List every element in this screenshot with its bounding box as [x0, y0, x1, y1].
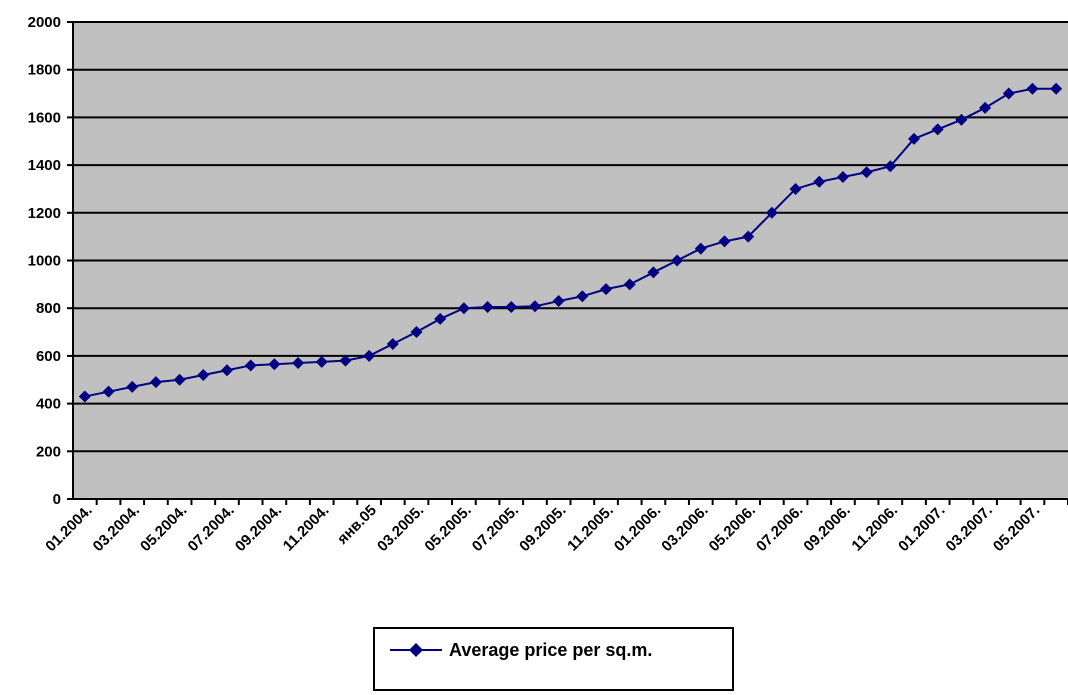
data-point	[908, 132, 921, 145]
x-tick-label: 11.2005.	[564, 502, 617, 555]
legend-box	[373, 627, 734, 691]
data-point	[955, 113, 968, 126]
x-tick-label: 11.2004.	[280, 502, 333, 555]
y-tick-label: 1400	[28, 157, 61, 174]
data-point	[576, 290, 589, 303]
data-point	[220, 364, 233, 377]
x-tick-label: 05.2007.	[990, 502, 1043, 555]
x-tick-label: 11.2006.	[848, 502, 901, 555]
y-tick-label: 2000	[28, 14, 61, 31]
legend-label: Average price per sq.m.	[449, 640, 652, 660]
data-point	[481, 301, 494, 314]
data-point	[813, 175, 826, 188]
data-point	[552, 295, 565, 308]
x-tick-label: 07.2004.	[185, 502, 238, 555]
data-point	[718, 235, 731, 248]
y-tick-label: 1200	[28, 205, 61, 222]
y-tick-label: 200	[36, 443, 61, 460]
data-point	[173, 373, 186, 386]
data-point	[647, 266, 660, 279]
data-point	[78, 390, 91, 403]
data-point	[363, 349, 376, 362]
y-tick-label: 1800	[28, 62, 61, 79]
x-tick-label: 09.2005.	[516, 502, 569, 555]
data-point	[292, 357, 305, 370]
data-point	[623, 278, 636, 291]
data-point	[931, 123, 944, 136]
data-point	[126, 380, 139, 393]
x-tick-label: 09.2006.	[800, 502, 853, 555]
data-point	[836, 171, 849, 184]
y-tick-label: 1600	[28, 109, 61, 126]
x-tick-label: 07.2006.	[753, 502, 806, 555]
x-tick-label: 01.2004.	[42, 502, 95, 555]
data-point	[789, 182, 802, 195]
x-tick-label: 03.2006.	[658, 502, 711, 555]
data-point	[197, 368, 210, 381]
data-point	[149, 376, 162, 389]
data-point	[860, 166, 873, 179]
data-point	[884, 160, 897, 173]
x-tick-label: 01.2007.	[895, 502, 948, 555]
y-tick-label: 800	[36, 300, 61, 317]
x-tick-label: янв.05	[334, 502, 380, 548]
y-tick-label: 400	[36, 396, 61, 413]
x-tick-label: 05.2006.	[706, 502, 759, 555]
data-point	[457, 302, 470, 315]
x-tick-label: 05.2004.	[137, 502, 190, 555]
data-point	[386, 337, 399, 350]
data-point	[1002, 87, 1015, 100]
data-point	[505, 301, 518, 314]
data-point	[339, 354, 352, 367]
data-point	[244, 359, 257, 372]
legend-marker	[409, 643, 423, 657]
data-point	[528, 300, 541, 313]
data-point	[410, 326, 423, 339]
y-tick-label: 1000	[28, 253, 61, 270]
data-point	[102, 385, 115, 398]
x-axis: 01.2004.03.2004.05.2004.07.2004.09.2004.…	[42, 498, 1068, 555]
data-point	[1050, 82, 1063, 95]
data-point	[600, 283, 613, 296]
data-point	[671, 254, 684, 267]
data-point	[1026, 82, 1039, 95]
x-tick-label: 05.2005.	[421, 502, 474, 555]
data-point	[694, 242, 707, 255]
data-point	[315, 355, 328, 368]
data-point	[979, 101, 992, 114]
x-tick-label: 09.2004.	[232, 502, 285, 555]
data-point	[765, 206, 778, 219]
x-tick-label: 03.2005.	[374, 502, 427, 555]
data-point	[742, 230, 755, 243]
y-tick-label: 600	[36, 348, 61, 365]
gridlines	[73, 21, 1068, 453]
y-axis: 0 200 400 600 800 1000 1200 1400 1600 1800 2000	[28, 14, 74, 508]
x-tick-label: 03.2004.	[90, 502, 143, 555]
data-point	[434, 312, 447, 325]
x-tick-label: 03.2007.	[943, 502, 996, 555]
y-tick-label: 0	[53, 491, 61, 508]
series-layer	[78, 82, 1063, 403]
legend: Average price per sq.m.	[373, 627, 734, 691]
x-tick-label: 07.2005.	[469, 502, 522, 555]
data-point	[268, 358, 281, 371]
x-tick-label: 01.2006.	[611, 502, 664, 555]
